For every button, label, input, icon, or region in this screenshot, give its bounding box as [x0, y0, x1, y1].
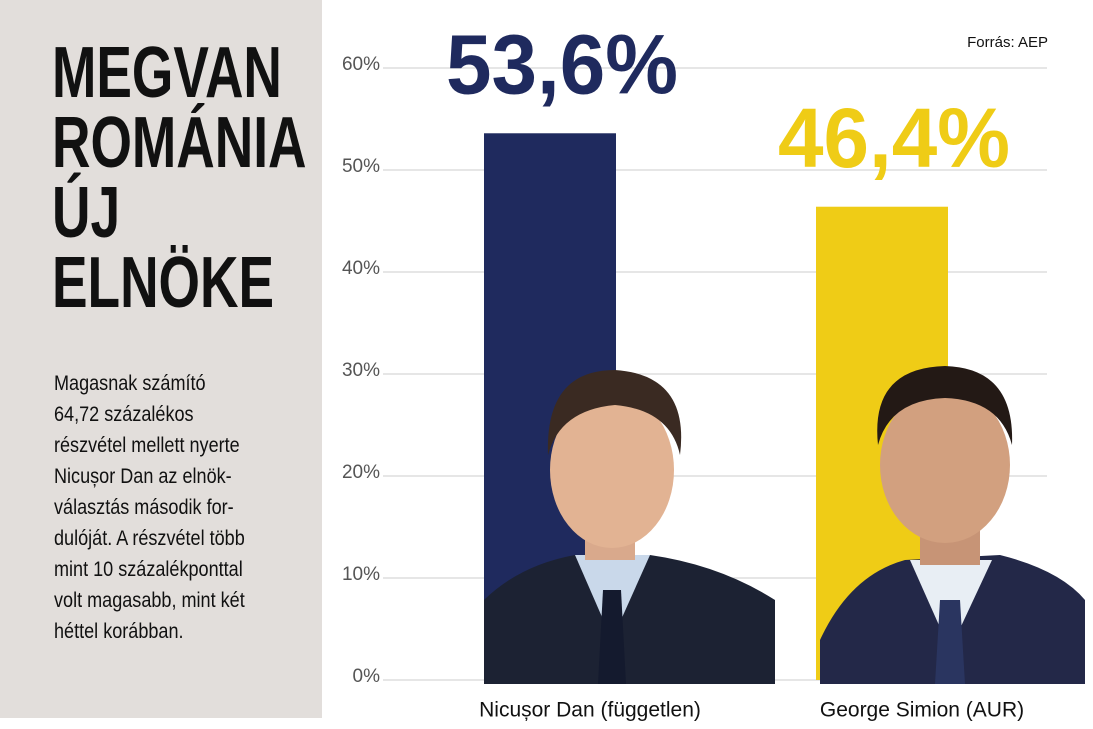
value-label: 53,6%: [446, 17, 678, 111]
lead-line: 64,72 százalékos: [54, 403, 194, 426]
lead-line: mint 10 százalékponttal: [54, 558, 243, 581]
y-tick-label: 30%: [342, 360, 380, 381]
headline: MEGVAN ROMÁNIA ÚJ ELNÖKE: [52, 33, 307, 323]
photos: [484, 366, 1085, 684]
headline-line: ROMÁNIA: [52, 103, 307, 183]
lead-text: Magasnak számító 64,72 százalékos részvéte…: [54, 368, 245, 647]
portrait-left: [484, 370, 775, 684]
y-tick-label: 50%: [342, 156, 380, 177]
lead-line: héttel korábban.: [54, 620, 184, 643]
value-label: 46,4%: [778, 91, 1010, 185]
headline-line: MEGVAN: [52, 33, 282, 113]
side-panel: MEGVAN ROMÁNIA ÚJ ELNÖKE Magasnak számító 64…: [0, 0, 322, 718]
y-tick-label: 20%: [342, 462, 380, 483]
lead-line: Nicușor Dan az elnök-: [54, 465, 232, 488]
source: Forrás: AEP: [967, 34, 1048, 51]
lead-line: volt magasabb, mint két: [54, 589, 245, 612]
lead-line: Magasnak számító: [54, 372, 206, 395]
headline-line: ÚJ: [52, 173, 121, 253]
lead-line: részvétel mellett nyerte: [54, 434, 240, 457]
y-tick-label: 0%: [353, 666, 381, 687]
lead-line: választás második for-: [54, 496, 234, 519]
y-tick-label: 40%: [342, 258, 380, 279]
x-tick-label: Nicușor Dan (független): [479, 699, 701, 722]
portrait-right: [820, 366, 1085, 684]
y-tick-label: 60%: [342, 54, 380, 75]
x-tick-label: George Simion (AUR): [820, 699, 1024, 722]
headline-line: ELNÖKE: [52, 243, 275, 323]
lead-line: dulóját. A részvétel több: [54, 527, 245, 550]
y-tick-label: 10%: [342, 564, 380, 585]
